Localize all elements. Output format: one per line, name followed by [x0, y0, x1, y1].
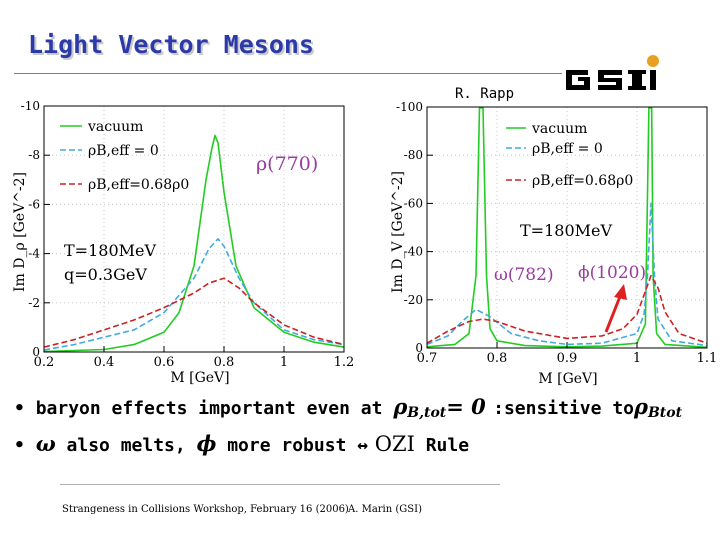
y-tick-label: -80 [404, 148, 423, 162]
y-tick-label: -4 [28, 247, 40, 261]
phi-pointer-arrowhead [614, 284, 627, 300]
rho-symbol: ρ [393, 394, 408, 419]
legend: vacuum ρB,eff = 0 ρB,eff=0.68ρ0 [60, 119, 189, 193]
condition-temperature: T=180MeV [64, 241, 156, 260]
y-tick-label: -2 [28, 296, 40, 310]
phi-symbol: ϕ [196, 431, 217, 456]
ozi-text: OZI [368, 432, 415, 456]
x-tick-label: 1 [633, 351, 641, 366]
x-tick-label: 1.1 [697, 351, 718, 366]
bullet-marker: • [14, 435, 25, 456]
legend-label-eff0: ρB,eff = 0 [532, 141, 603, 157]
x-tick-label: 1 [280, 355, 288, 370]
phi-pointer-arrow [604, 293, 623, 333]
x-axis-label: M [GeV] [170, 370, 229, 386]
bullet-omega-phi: • ω also melts, ϕ more robust ↔ OZI Rule [14, 431, 469, 456]
series-eff0 [43, 238, 345, 351]
legend-label-eff068: ρB,eff=0.68ρ0 [532, 173, 633, 189]
author-credit: R. Rapp [455, 86, 515, 102]
bullet-marker: • [14, 398, 25, 419]
x-tick-label: 0.2 [34, 355, 55, 370]
rho-subscript: B,tot [407, 405, 447, 421]
bullet-text: also melts, [55, 435, 197, 456]
bullet-text: more robust [216, 435, 358, 456]
y-tick-label: -10 [21, 99, 40, 113]
gsi-logo: GSI [562, 55, 662, 90]
bullet-text: :sensitive to [493, 398, 634, 419]
plot-frame [43, 105, 345, 353]
y-tick-label: -40 [404, 245, 423, 259]
condition-momentum: q=0.3GeV [64, 265, 147, 284]
series-eff0 [426, 202, 708, 347]
y-tick-label: -8 [28, 148, 40, 162]
y-axis-label: Im D_V [GeV^-2] [390, 171, 406, 293]
logo-label: GSI [602, 63, 604, 65]
slide-title: Light Vector Mesons [28, 30, 314, 59]
y-tick-label: 0 [415, 341, 423, 355]
x-tick-label: 0.6 [154, 355, 175, 370]
rho-symbol: ρ [634, 394, 648, 419]
x-axis-label: M [GeV] [538, 371, 597, 387]
y-tick-label: -20 [404, 293, 423, 307]
series-vacuum [43, 134, 345, 353]
legend-label-eff068: ρB,eff=0.68ρ0 [88, 177, 189, 193]
bullet-baryon-effects: • baryon effects important even at ρB,to… [14, 394, 682, 421]
legend-label-eff0: ρB,eff = 0 [88, 143, 159, 159]
x-tick-label: 0.8 [214, 355, 235, 370]
equals-zero: = 0 [446, 394, 494, 419]
footer-rule [60, 484, 500, 485]
x-tick-label: 0.4 [94, 355, 115, 370]
condition-temperature: T=180MeV [520, 221, 612, 240]
y-axis-label: Im D_ρ [GeV^-2] [12, 172, 28, 292]
bullet-text: Rule [414, 435, 470, 456]
phi-annotation: ϕ(1020) [578, 263, 646, 283]
legend: vacuum ρB,eff = 0 ρB,eff=0.68ρ0 [506, 121, 633, 189]
y-tick-label: -100 [396, 100, 423, 114]
x-tick-label: 1.2 [334, 355, 355, 370]
title-rule [14, 73, 620, 74]
omega-symbol: ω [35, 431, 56, 456]
x-tick-label: 0.8 [487, 351, 508, 366]
legend-label-vacuum: vacuum [87, 119, 143, 135]
x-tick-label: 0.7 [417, 351, 438, 366]
bullet-text: baryon effects important even at [35, 398, 394, 419]
y-tick-label: 0 [32, 345, 40, 359]
footer-workshop: Strangeness in Collisions Workshop, Febr… [62, 504, 349, 515]
rho-annotation: ρ(770) [256, 153, 318, 175]
omega-annotation: ω(782) [494, 265, 554, 285]
x-tick-label: 0.9 [557, 351, 578, 366]
double-arrow-icon: ↔ [357, 435, 369, 456]
footer-author: A. Marin (GSI) [348, 504, 422, 515]
series-eff068 [426, 274, 708, 344]
rho-subscript: Btot [647, 405, 683, 421]
y-tick-label: -60 [404, 196, 423, 210]
y-tick-label: -6 [28, 197, 40, 211]
legend-label-vacuum: vacuum [531, 121, 587, 137]
